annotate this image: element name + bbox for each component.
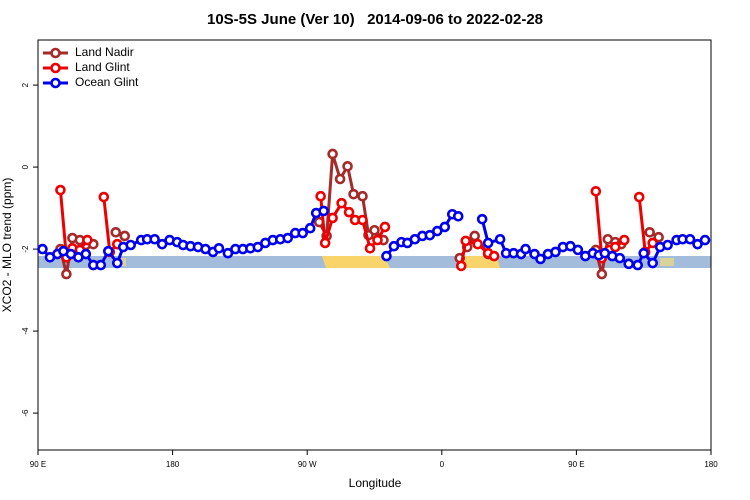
- x-axis-label: Longitude: [349, 476, 402, 490]
- point: [125, 239, 137, 251]
- point: [647, 257, 658, 269]
- point: [55, 184, 66, 196]
- point: [494, 233, 506, 245]
- legend-label: Land Nadir: [75, 45, 134, 59]
- point: [662, 239, 673, 251]
- series-line: [58, 189, 654, 267]
- legend-label: Land Glint: [75, 60, 130, 74]
- point: [156, 238, 168, 250]
- point: [488, 250, 500, 262]
- point: [102, 245, 114, 257]
- land-segment: [660, 258, 674, 266]
- point: [111, 257, 123, 269]
- x-tick-label: 0: [440, 460, 445, 469]
- point: [424, 229, 436, 241]
- point: [282, 232, 294, 244]
- point: [318, 205, 329, 217]
- point: [379, 221, 391, 233]
- point: [334, 173, 346, 185]
- point: [319, 237, 331, 249]
- x-tick-label: 180: [704, 460, 718, 469]
- point: [623, 258, 635, 270]
- point: [336, 197, 347, 209]
- point: [684, 233, 696, 245]
- point: [452, 211, 464, 222]
- point: [472, 238, 483, 250]
- point: [348, 188, 359, 200]
- point: [644, 226, 655, 238]
- point: [98, 191, 110, 203]
- point: [699, 234, 711, 246]
- point: [327, 212, 338, 224]
- y-tick-label: 2: [21, 82, 30, 87]
- point: [119, 230, 131, 242]
- point: [460, 235, 472, 247]
- point: [692, 238, 703, 250]
- y-tick-label: 0: [21, 164, 30, 169]
- point: [381, 250, 392, 262]
- point: [364, 242, 376, 254]
- point: [369, 224, 380, 236]
- y-tick-label: -6: [21, 409, 30, 417]
- plot-frame: [37, 39, 712, 451]
- point: [82, 234, 93, 246]
- point: [149, 233, 160, 245]
- chart-title: 10S-5S June (Ver 10) 2014-09-06 to 2022-…: [207, 11, 543, 28]
- point: [110, 226, 122, 238]
- legend-marker: [50, 62, 61, 74]
- x-tick-label: 90 W: [298, 460, 317, 469]
- point: [252, 241, 264, 253]
- point: [439, 221, 451, 233]
- point: [343, 206, 355, 218]
- legend-marker: [50, 77, 61, 89]
- point: [469, 230, 481, 242]
- legend-label: Ocean Glint: [75, 75, 139, 89]
- point: [357, 190, 368, 202]
- point: [455, 260, 467, 272]
- point: [618, 234, 630, 246]
- point: [596, 268, 608, 280]
- y-tick-label: -4: [21, 327, 30, 335]
- point: [80, 248, 92, 260]
- point: [315, 190, 326, 202]
- point: [535, 253, 546, 265]
- point: [342, 160, 353, 172]
- point: [388, 240, 400, 252]
- point: [550, 246, 561, 258]
- x-tick-label: 180: [166, 460, 180, 469]
- point: [647, 237, 658, 249]
- y-tick-label: -2: [21, 245, 30, 253]
- x-tick-label: 90 E: [568, 460, 584, 469]
- point: [476, 213, 488, 225]
- point: [37, 243, 48, 255]
- point: [304, 222, 316, 234]
- point: [590, 185, 602, 197]
- point: [609, 241, 621, 253]
- point: [222, 247, 234, 259]
- point: [327, 148, 338, 160]
- point: [357, 214, 368, 226]
- y-axis-label: XCO2 - MLO trend (ppm): [0, 178, 14, 313]
- point: [372, 234, 383, 246]
- point: [614, 252, 626, 264]
- point: [482, 237, 494, 249]
- point: [213, 242, 225, 254]
- point: [653, 231, 664, 243]
- point: [572, 244, 584, 256]
- land-segment: [322, 256, 390, 268]
- point: [638, 247, 650, 259]
- point: [95, 259, 107, 271]
- point: [632, 259, 644, 271]
- point: [61, 268, 72, 280]
- point: [297, 227, 309, 239]
- x-tick-label: 90 E: [30, 460, 46, 469]
- legend-marker: [50, 47, 61, 59]
- point: [520, 243, 531, 255]
- point: [633, 191, 645, 203]
- point: [432, 225, 443, 237]
- series: [37, 205, 711, 271]
